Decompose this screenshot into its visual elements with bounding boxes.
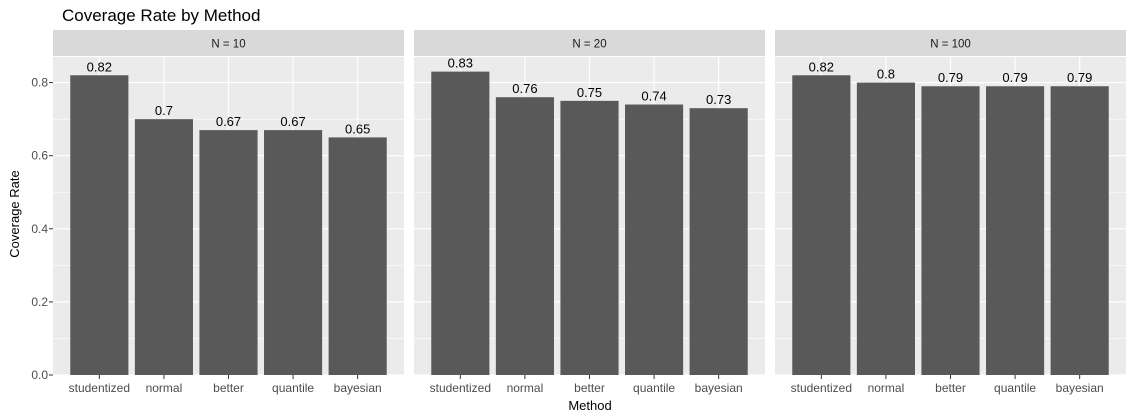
- bar-value-label: 0.67: [280, 114, 305, 129]
- bar-value-label: 0.79: [1002, 70, 1027, 85]
- chart-title: Coverage Rate by Method: [62, 6, 260, 25]
- facet-panel: N = 100 0.82 studentized 0.8 normal 0.79 bette…: [775, 30, 1126, 395]
- x-tick-label: quantile: [994, 381, 1036, 395]
- bar: [690, 108, 748, 375]
- bar: [496, 97, 554, 375]
- bar: [921, 86, 979, 375]
- y-tick-label: 0.2: [31, 295, 48, 309]
- bar-value-label: 0.82: [809, 59, 834, 74]
- facet-strip-label: N = 100: [930, 39, 971, 51]
- x-tick-label: quantile: [272, 381, 314, 395]
- facet-panel: N = 10 0.82 studentized 0.7 normal 0.67 better…: [53, 30, 404, 395]
- bar-value-label: 0.74: [641, 89, 666, 104]
- x-tick-label: quantile: [633, 381, 675, 395]
- x-tick-label: studentized: [69, 381, 130, 395]
- bar-value-label: 0.67: [216, 114, 241, 129]
- bar-value-label: 0.65: [345, 121, 370, 136]
- bar-value-label: 0.7: [155, 103, 173, 118]
- bar-value-label: 0.79: [938, 70, 963, 85]
- x-tick-label: bayesian: [695, 381, 743, 395]
- y-tick-label: 0.0: [31, 368, 48, 382]
- bar: [264, 130, 322, 375]
- bar: [625, 105, 683, 375]
- bar-value-label: 0.82: [87, 59, 112, 74]
- x-axis-title: Method: [568, 398, 611, 413]
- bar-value-label: 0.76: [512, 81, 537, 96]
- bar: [135, 119, 193, 375]
- bar-value-label: 0.8: [877, 67, 895, 82]
- x-tick-label: normal: [868, 381, 905, 395]
- facet-panels: 0.0 0.2 0.4 0.6 0.8 N = 10 0.82 studentized 0.7 n…: [31, 30, 1126, 395]
- bar: [329, 137, 387, 375]
- x-tick-label: normal: [507, 381, 544, 395]
- bar: [199, 130, 257, 375]
- y-tick-label: 0.4: [31, 222, 48, 236]
- bar: [792, 75, 850, 375]
- y-tick-label: 0.6: [31, 149, 48, 163]
- x-tick-label: bayesian: [1056, 381, 1104, 395]
- facet-panel: N = 20 0.83 studentized 0.76 normal 0.75 bette…: [414, 30, 765, 395]
- bar: [857, 83, 915, 375]
- bar: [986, 86, 1044, 375]
- y-tick-label: 0.8: [31, 76, 48, 90]
- bar-value-label: 0.73: [706, 92, 731, 107]
- facet-strip-label: N = 20: [572, 39, 606, 51]
- bar-value-label: 0.79: [1067, 70, 1092, 85]
- bar: [70, 75, 128, 375]
- x-tick-label: better: [213, 381, 244, 395]
- bar: [431, 72, 489, 375]
- bar: [1051, 86, 1109, 375]
- bar-value-label: 0.83: [448, 56, 473, 71]
- x-tick-label: bayesian: [334, 381, 382, 395]
- x-tick-label: normal: [146, 381, 183, 395]
- x-tick-label: studentized: [430, 381, 491, 395]
- x-tick-label: better: [574, 381, 605, 395]
- bar: [560, 101, 618, 375]
- bar-value-label: 0.75: [577, 85, 602, 100]
- facet-strip-label: N = 10: [211, 39, 245, 51]
- x-tick-label: studentized: [791, 381, 852, 395]
- y-axis-title: Coverage Rate: [7, 170, 22, 257]
- x-tick-label: better: [935, 381, 966, 395]
